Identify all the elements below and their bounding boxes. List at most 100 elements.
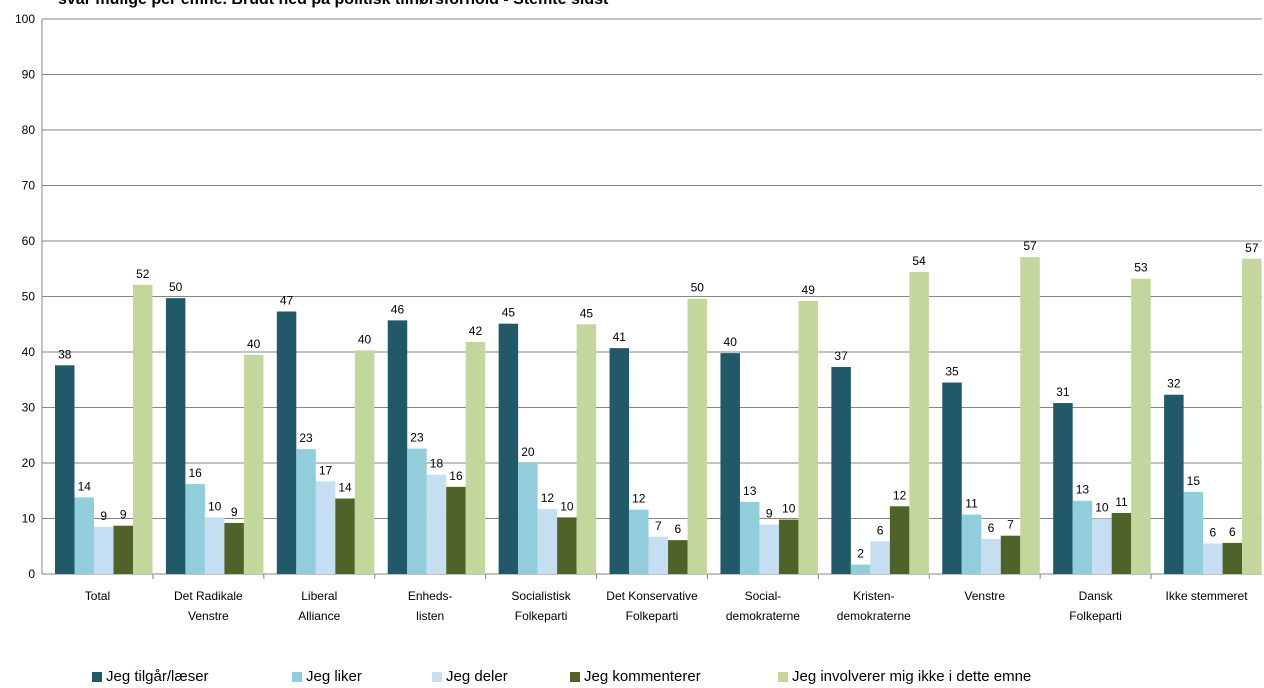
data-label: 14 xyxy=(338,481,352,495)
x-tick-label: Socialistisk xyxy=(511,589,571,603)
legend-item: Jeg kommenterer xyxy=(570,668,701,685)
bar xyxy=(204,517,225,574)
data-label: 32 xyxy=(1167,377,1181,391)
bar xyxy=(354,350,375,574)
data-label: 46 xyxy=(391,302,405,316)
x-tick-label: Total xyxy=(85,589,110,603)
data-label: 6 xyxy=(1209,525,1216,539)
data-label: 17 xyxy=(319,463,333,477)
data-label: 23 xyxy=(299,431,313,445)
data-label: 10 xyxy=(208,499,222,513)
bar xyxy=(576,324,597,574)
x-tick-label: Social- xyxy=(745,589,782,603)
bar xyxy=(276,311,297,574)
data-label: 6 xyxy=(674,522,681,536)
bar xyxy=(537,509,558,574)
bar xyxy=(55,365,75,574)
data-label: 12 xyxy=(541,491,555,505)
bar xyxy=(720,353,740,574)
y-tick-label: 100 xyxy=(15,12,35,26)
data-label: 16 xyxy=(188,466,202,480)
y-tick-label: 10 xyxy=(22,512,36,526)
bar xyxy=(557,517,577,574)
bar xyxy=(909,272,929,574)
data-label: 9 xyxy=(766,507,773,521)
y-tick-label: 20 xyxy=(22,456,36,470)
data-label: 6 xyxy=(877,523,884,537)
x-tick-label: listen xyxy=(416,609,444,623)
x-tick-label: Kristen- xyxy=(853,589,894,603)
bar xyxy=(648,536,669,574)
data-label: 57 xyxy=(1245,241,1259,255)
legend-item: Jeg tilgår/læser xyxy=(92,668,209,685)
legend-swatch xyxy=(292,671,302,682)
data-label: 40 xyxy=(358,332,372,346)
bar xyxy=(446,486,466,574)
x-tick-label: Ikke stemmeret xyxy=(1166,589,1249,603)
data-label: 14 xyxy=(78,479,92,493)
data-label: 18 xyxy=(430,457,444,471)
x-tick-label: Folkeparti xyxy=(515,609,568,623)
bar xyxy=(1183,491,1204,574)
bar xyxy=(1222,542,1243,574)
bar xyxy=(889,506,910,574)
bar xyxy=(387,320,408,574)
bar xyxy=(407,448,427,574)
chart-title: svar mulige per emne. Brudt ned på polit… xyxy=(58,0,608,9)
y-tick-label: 30 xyxy=(22,401,36,415)
bar xyxy=(498,323,519,574)
bar xyxy=(335,498,355,574)
data-label: 50 xyxy=(691,281,705,295)
legend-label: Jeg kommenterer xyxy=(584,668,701,685)
bar xyxy=(243,354,264,574)
data-label: 54 xyxy=(912,254,926,268)
legend-label: Jeg deler xyxy=(446,668,508,685)
data-label: 12 xyxy=(632,492,646,506)
bar xyxy=(961,514,982,574)
data-label: 7 xyxy=(1007,518,1014,532)
bar xyxy=(981,539,1001,574)
bar xyxy=(739,501,760,574)
data-label: 13 xyxy=(1076,483,1090,497)
bar xyxy=(1242,258,1262,574)
y-tick-label: 60 xyxy=(22,234,36,248)
data-label: 57 xyxy=(1023,239,1037,253)
bar xyxy=(1164,394,1184,574)
legend-item: Jeg liker xyxy=(292,668,362,685)
y-tick-label: 80 xyxy=(22,123,36,137)
y-tick-label: 0 xyxy=(28,567,35,581)
legend-label: Jeg involverer mig ikke i dette emne xyxy=(792,668,1032,685)
bar xyxy=(1131,278,1151,574)
bar xyxy=(1053,403,1073,574)
bar xyxy=(778,519,799,574)
y-tick-label: 40 xyxy=(22,345,36,359)
bar xyxy=(224,522,244,574)
data-label: 45 xyxy=(580,306,594,320)
data-label: 9 xyxy=(100,509,107,523)
bar xyxy=(850,564,871,574)
bar xyxy=(1072,500,1093,574)
bar xyxy=(942,382,962,574)
data-label: 52 xyxy=(136,267,150,281)
legend-item: Jeg deler xyxy=(432,668,508,685)
data-label: 53 xyxy=(1134,261,1148,275)
bar xyxy=(609,348,630,574)
y-tick-label: 90 xyxy=(22,68,36,82)
data-label: 2 xyxy=(857,547,864,561)
data-label: 40 xyxy=(724,335,738,349)
bar xyxy=(165,298,186,574)
legend: Jeg tilgår/læser Jeg liker Jeg deler Jeg ko… xyxy=(92,668,1264,688)
data-label: 38 xyxy=(58,347,72,361)
data-label: 23 xyxy=(410,431,424,445)
x-tick-label: Venstre xyxy=(188,609,229,623)
bar xyxy=(1092,518,1112,574)
bar xyxy=(831,366,851,574)
bar xyxy=(1020,257,1040,574)
bar xyxy=(113,525,133,574)
data-label: 11 xyxy=(965,497,978,511)
x-tick-label: demokraterne xyxy=(837,609,911,623)
x-tick-label: Det Radikale xyxy=(174,589,243,603)
data-label: 35 xyxy=(945,365,959,379)
data-label: 12 xyxy=(893,488,907,502)
data-label: 11 xyxy=(1115,495,1128,509)
